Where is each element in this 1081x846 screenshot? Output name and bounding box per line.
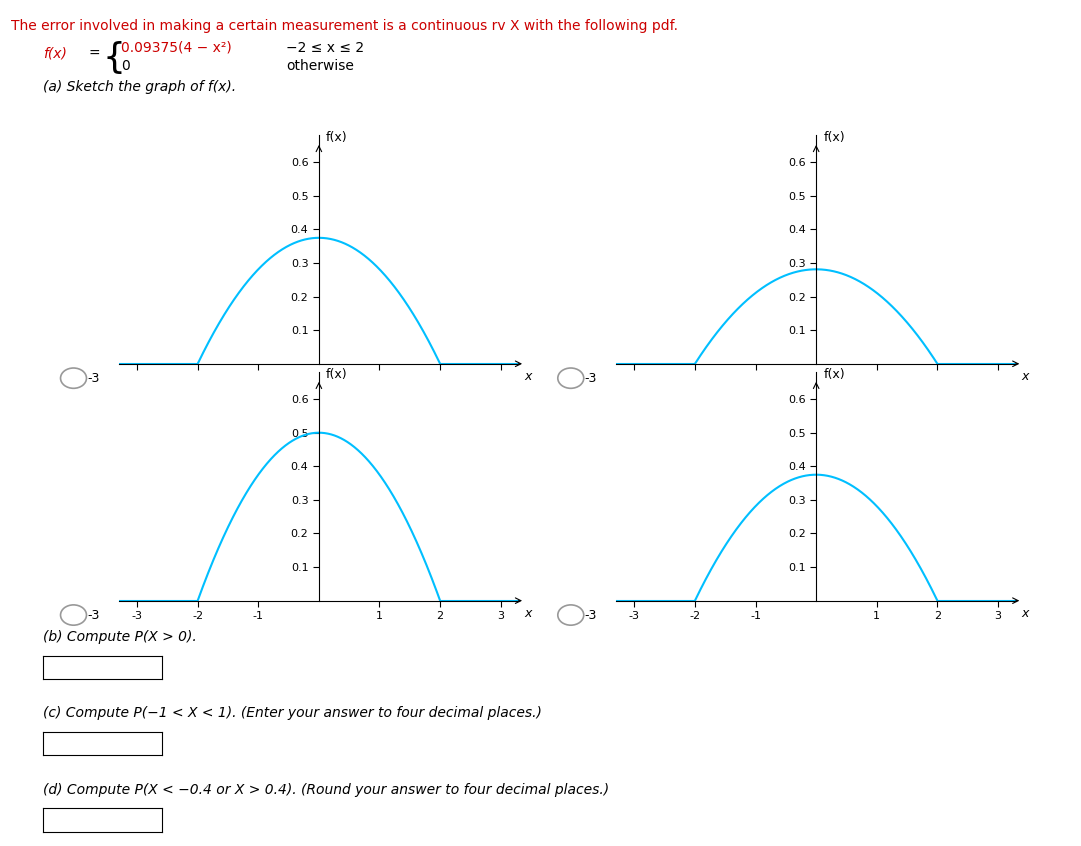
Text: f(x): f(x) bbox=[43, 47, 67, 61]
Text: x: x bbox=[1022, 607, 1029, 620]
Text: 0: 0 bbox=[121, 59, 130, 74]
Text: (c) Compute P(−1 < X < 1). (Enter your answer to four decimal places.): (c) Compute P(−1 < X < 1). (Enter your a… bbox=[43, 706, 542, 721]
Text: otherwise: otherwise bbox=[286, 59, 355, 74]
Text: f(x): f(x) bbox=[824, 368, 845, 381]
Text: f(x): f(x) bbox=[326, 131, 348, 144]
Text: =: = bbox=[89, 47, 101, 61]
Text: -3: -3 bbox=[88, 608, 99, 622]
Text: (b) Compute P(X > 0).: (b) Compute P(X > 0). bbox=[43, 630, 197, 645]
Text: -3: -3 bbox=[585, 608, 597, 622]
Text: -3: -3 bbox=[88, 371, 99, 385]
Text: −2 ≤ x ≤ 2: −2 ≤ x ≤ 2 bbox=[286, 41, 364, 55]
Text: The error involved in making a certain measurement is a continuous rv X with the: The error involved in making a certain m… bbox=[11, 19, 678, 33]
Text: (d) Compute P(X < −0.4 or X > 0.4). (Round your answer to four decimal places.): (d) Compute P(X < −0.4 or X > 0.4). (Rou… bbox=[43, 783, 610, 797]
Text: (a) Sketch the graph of f(x).: (a) Sketch the graph of f(x). bbox=[43, 80, 237, 94]
Text: x: x bbox=[1022, 370, 1029, 383]
Text: x: x bbox=[524, 370, 532, 383]
Text: 0.09375(4 − x²): 0.09375(4 − x²) bbox=[121, 41, 231, 55]
Text: {: { bbox=[103, 41, 125, 74]
Text: x: x bbox=[524, 607, 532, 620]
Text: -3: -3 bbox=[585, 371, 597, 385]
Text: f(x): f(x) bbox=[326, 368, 348, 381]
Text: f(x): f(x) bbox=[824, 131, 845, 144]
